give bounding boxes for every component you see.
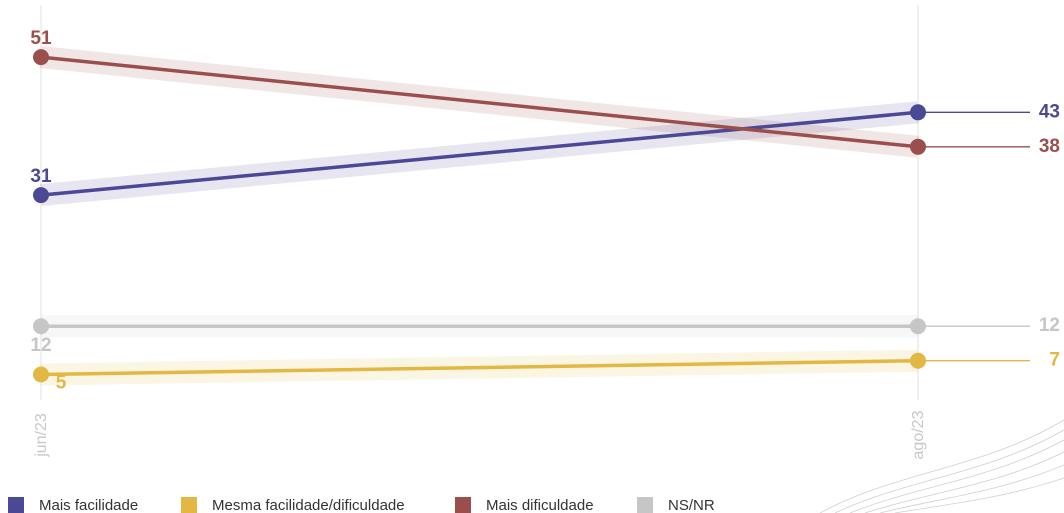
data-label: 43	[1039, 101, 1060, 122]
series-line	[40, 110, 919, 197]
x-tick-label: jun/23	[33, 413, 50, 458]
decoration	[819, 419, 1064, 513]
point	[33, 366, 49, 383]
data-label: 5	[56, 373, 67, 394]
legend-label: Mais facilidade	[39, 497, 138, 513]
x-tick-label: ago/23	[910, 410, 927, 459]
data-label: 7	[1049, 350, 1060, 371]
legend-swatch	[8, 497, 24, 513]
legend-swatch	[455, 497, 471, 513]
data-label: 51	[30, 28, 52, 49]
point	[33, 49, 49, 66]
point	[910, 352, 926, 369]
point	[910, 318, 926, 335]
legend-label: Mais dificuldade	[486, 497, 594, 513]
point	[910, 104, 926, 121]
series-line	[40, 55, 919, 149]
point	[33, 187, 49, 204]
series-line	[40, 358, 919, 377]
point	[910, 138, 926, 155]
point	[33, 318, 49, 335]
legend-label: Mesma facilidade/dificuldade	[212, 497, 405, 513]
legend-label: NS/NR	[668, 497, 715, 513]
data-label: 12	[1039, 315, 1060, 336]
data-label: 38	[1039, 136, 1060, 157]
data-label: 12	[30, 335, 51, 356]
legend-swatch	[181, 497, 197, 513]
legend-swatch	[637, 497, 653, 513]
data-label: 31	[30, 166, 52, 187]
